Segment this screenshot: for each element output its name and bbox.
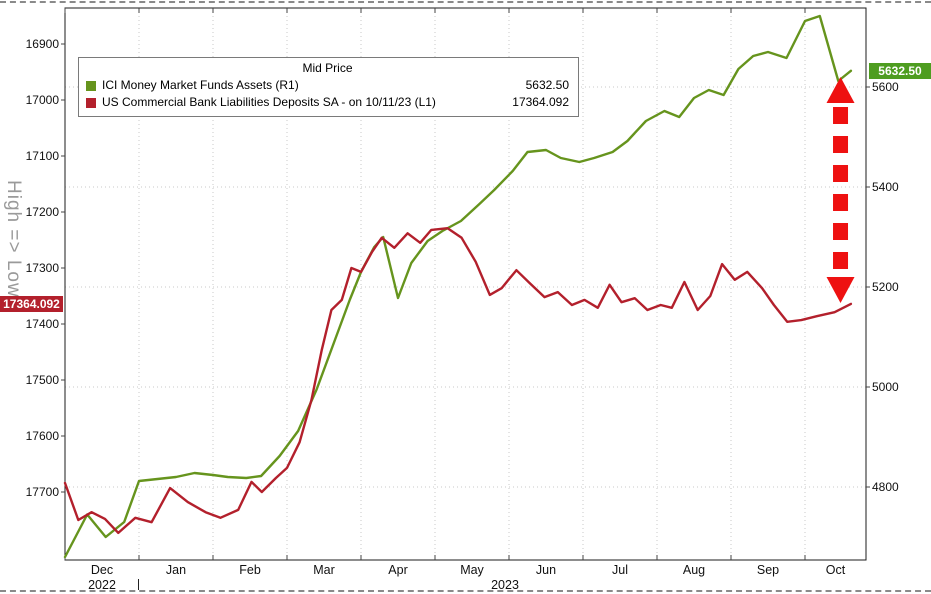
legend-label-mmf: ICI Money Market Funds Assets (R1)	[102, 78, 299, 92]
x-axis-month-label: Mar	[313, 563, 335, 577]
legend-value-deposits: 17364.092	[512, 95, 569, 109]
legend-label-deposits: US Commercial Bank Liabilities Deposits …	[102, 95, 436, 109]
plot-frame	[64, 7, 867, 561]
x-axis-month-label: May	[460, 563, 484, 577]
left-axis-tick-label: 17700	[25, 485, 59, 499]
x-axis-month-label: Jul	[612, 563, 628, 577]
right-axis-tick-label: 4800	[872, 480, 899, 494]
right-axis-tick-label: 5000	[872, 380, 899, 394]
right-axis-tick-label: 5600	[872, 80, 899, 94]
last-price-badge-deposits: 17364.092	[0, 295, 63, 312]
x-axis-month-label: Dec	[90, 563, 114, 577]
left-axis-tick-label: 17600	[25, 429, 59, 443]
left-axis-tick-label: 17500	[25, 373, 59, 387]
legend-row-deposits[interactable]: US Commercial Bank Liabilities Deposits …	[86, 94, 569, 111]
legend-row-mmf[interactable]: ICI Money Market Funds Assets (R1) 5632.…	[86, 77, 569, 94]
x-axis-month-label: Feb	[239, 563, 261, 577]
left-axis-tick-label: 17200	[25, 205, 59, 219]
x-axis-year-2022: 2022	[88, 578, 116, 592]
year-separator-tick	[138, 579, 139, 590]
left-axis-tick-label: 17400	[25, 317, 59, 331]
x-axis-month-label: Oct	[825, 563, 846, 577]
right-axis-tick-label: 5400	[872, 180, 899, 194]
left-axis-tick-label: 16900	[25, 37, 59, 51]
left-axis-title: High => Low	[3, 180, 24, 298]
left-axis-tick-label: 17100	[25, 149, 59, 163]
series-line-mmf-green	[63, 14, 853, 559]
legend-swatch-green-icon	[86, 80, 96, 91]
x-axis-month-label: Sep	[756, 563, 780, 577]
bottom-tick-row	[0, 590, 931, 592]
arrow-head-up-icon	[826, 77, 855, 103]
legend: Mid Price ICI Money Market Funds Assets …	[78, 57, 579, 117]
legend-title: Mid Price	[302, 61, 353, 75]
x-axis-year-2023: 2023	[491, 578, 519, 592]
arrow-head-down-icon	[826, 277, 855, 303]
series-line-deposits-red	[63, 226, 853, 535]
right-axis-tick-label: 5200	[872, 280, 899, 294]
top-tick-row	[0, 1, 931, 3]
x-axis-month-label: Apr	[388, 563, 408, 577]
x-axis-month-label: Aug	[682, 563, 706, 577]
x-axis-month-label: Jun	[535, 563, 557, 577]
left-axis-tick-label: 17000	[25, 93, 59, 107]
legend-value-mmf: 5632.50	[525, 78, 569, 92]
legend-swatch-red-icon	[86, 97, 96, 108]
left-axis-tick-label: 17300	[25, 261, 59, 275]
x-axis-month-label: Jan	[165, 563, 187, 577]
last-price-badge-mmf: 5632.50	[869, 62, 931, 79]
